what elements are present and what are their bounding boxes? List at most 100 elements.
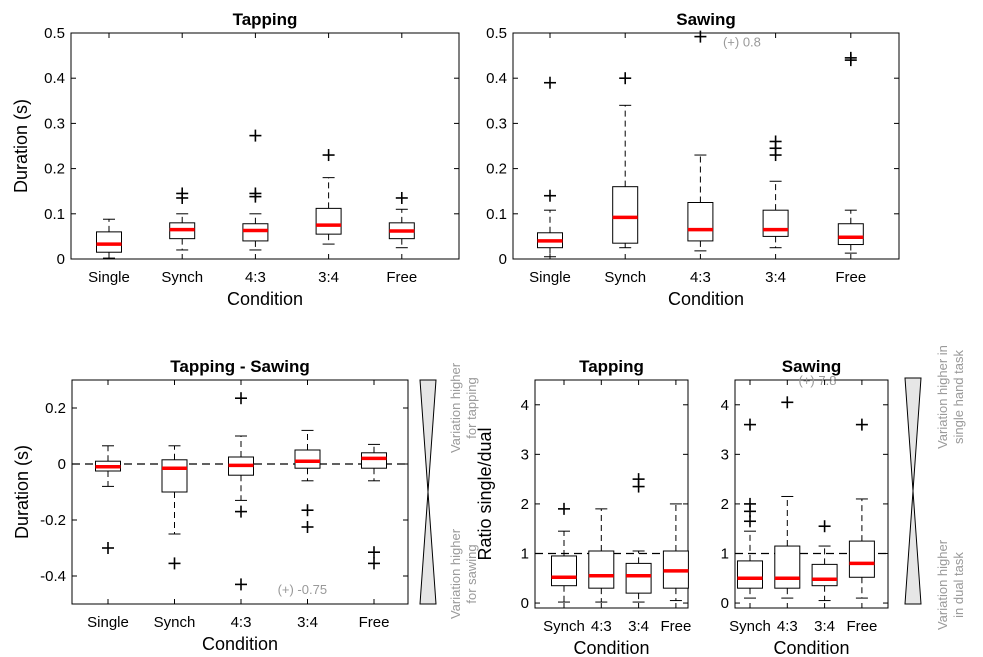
box-iqr bbox=[625, 562, 652, 594]
chart-panel-bottom-left: -0.4 -0.2 0 0.2 Single Synch 4:3 3:4 Free (+) -0.… bbox=[12, 357, 409, 654]
box-3:4 bbox=[762, 135, 789, 249]
y-tick-label: 0 bbox=[58, 456, 66, 473]
annotation-text: (+) 0.8 bbox=[723, 35, 761, 50]
x-tick-label: Synch bbox=[543, 618, 585, 635]
chart-panel-bottom-mid: 0 1 2 3 4 Synch 4:3 3:4 Free Tapping Condition Rati… bbox=[475, 357, 691, 657]
outlier-marker bbox=[632, 473, 645, 486]
side-label-line: Variation higher in bbox=[935, 345, 950, 449]
axes-frame bbox=[734, 379, 889, 609]
annotation-text: (+) -0.75 bbox=[278, 582, 328, 597]
y-tick-label: 0.1 bbox=[44, 206, 65, 223]
y-tick-label: 0 bbox=[499, 251, 507, 268]
box-iqr bbox=[612, 186, 639, 244]
chart-title: Tapping bbox=[233, 10, 298, 29]
chart-title: Tapping bbox=[579, 357, 644, 376]
panels-layer: 0 0.1 0.2 0.3 0.4 0.5 Single Synch 4:3 3:4 Free Tap… bbox=[11, 10, 900, 657]
y-tick-label: 0.3 bbox=[44, 115, 65, 132]
x-tick-label: Synch bbox=[161, 269, 203, 286]
x-tick-label: Free bbox=[846, 618, 877, 635]
outlier-marker bbox=[368, 546, 380, 559]
x-tick-label: 4:3 bbox=[777, 618, 798, 635]
x-tick-label: 4:3 bbox=[690, 269, 711, 286]
box-Free bbox=[662, 503, 689, 602]
y-tick-label: -0.2 bbox=[40, 512, 66, 529]
box-iqr bbox=[161, 459, 188, 493]
box-iqr bbox=[848, 540, 875, 578]
y-tick-label: 2 bbox=[721, 496, 729, 513]
box-iqr bbox=[551, 555, 577, 587]
x-tick-label: Free bbox=[835, 269, 866, 286]
chart-title: Sawing bbox=[676, 10, 736, 29]
x-axis-label: Condition bbox=[773, 638, 849, 657]
side-label-tapping: Variation higher for tapping bbox=[448, 362, 479, 453]
side-decor-layer: Variation higher for tapping Variation hig… bbox=[419, 345, 966, 630]
x-tick-label: 4:3 bbox=[231, 614, 252, 631]
x-axis-label: Condition bbox=[227, 289, 303, 309]
outlier-marker bbox=[368, 557, 380, 570]
outlier-marker bbox=[781, 396, 794, 409]
box-iqr bbox=[687, 202, 714, 242]
y-tick-label: 0.4 bbox=[44, 70, 65, 87]
y-axis-label: Duration (s) bbox=[11, 99, 31, 193]
box-iqr bbox=[837, 223, 864, 246]
box-Free bbox=[388, 191, 415, 249]
box-4:3 bbox=[228, 392, 254, 591]
y-tick-label: 0.5 bbox=[486, 25, 507, 42]
x-tick-label: Single bbox=[529, 269, 571, 286]
box-Synch bbox=[551, 502, 577, 603]
x-tick-label: Free bbox=[359, 614, 390, 631]
box-Free bbox=[848, 418, 875, 599]
x-tick-label: Synch bbox=[154, 614, 196, 631]
y-tick-label: 4 bbox=[721, 397, 729, 414]
box-4:3 bbox=[687, 30, 714, 252]
outlier-marker bbox=[558, 502, 570, 515]
x-axis-label: Condition bbox=[202, 634, 278, 654]
side-label-line: single hand task bbox=[951, 350, 966, 444]
y-tick-label: 3 bbox=[521, 446, 529, 463]
box-iqr bbox=[294, 449, 321, 469]
side-label-line: Variation higher bbox=[935, 539, 950, 630]
outlier-marker bbox=[301, 521, 314, 533]
y-tick-label: 0.2 bbox=[45, 400, 66, 417]
side-label-line: in dual task bbox=[951, 552, 966, 618]
outlier-marker bbox=[855, 418, 868, 431]
box-iqr bbox=[762, 209, 789, 237]
outlier-marker bbox=[544, 76, 556, 89]
y-tick-label: 0.5 bbox=[44, 25, 65, 42]
box-iqr bbox=[315, 207, 342, 235]
box-iqr bbox=[242, 223, 269, 242]
axes-frame bbox=[70, 32, 460, 260]
y-tick-label: 4 bbox=[521, 397, 529, 414]
box-Synch bbox=[169, 187, 196, 251]
box-iqr bbox=[811, 563, 838, 587]
box-3:4 bbox=[811, 520, 838, 602]
axes-frame bbox=[534, 379, 689, 609]
side-label-dual-task: Variation higher in dual task bbox=[935, 539, 966, 630]
x-axis-label: Condition bbox=[573, 638, 649, 657]
chart-panel-top-left: 0 0.1 0.2 0.3 0.4 0.5 Single Synch 4:3 3:4 Free Tap… bbox=[11, 10, 460, 309]
y-tick-label: 0.2 bbox=[486, 161, 507, 178]
y-tick-label: 0 bbox=[721, 595, 729, 612]
box-4:3 bbox=[588, 508, 615, 603]
side-label-single-hand: Variation higher in single hand task bbox=[935, 345, 966, 449]
box-Single bbox=[537, 76, 563, 258]
outlier-marker bbox=[694, 30, 707, 43]
axes-frame bbox=[71, 379, 409, 605]
triangle-down bbox=[904, 377, 922, 492]
y-tick-label: 0 bbox=[57, 251, 65, 268]
outlier-marker bbox=[102, 542, 114, 554]
box-iqr bbox=[361, 452, 387, 469]
box-Synch bbox=[737, 418, 763, 599]
y-tick-label: 0.4 bbox=[486, 70, 507, 87]
y-tick-label: 0.2 bbox=[44, 161, 65, 178]
box-Single bbox=[95, 445, 121, 554]
side-label-line: for sawing bbox=[464, 544, 479, 603]
box-Synch bbox=[161, 445, 188, 570]
outlier-marker bbox=[235, 505, 247, 518]
outlier-marker bbox=[249, 129, 262, 142]
x-axis-label: Condition bbox=[668, 289, 744, 309]
box-Free bbox=[361, 443, 387, 570]
axes-frame bbox=[512, 32, 900, 260]
